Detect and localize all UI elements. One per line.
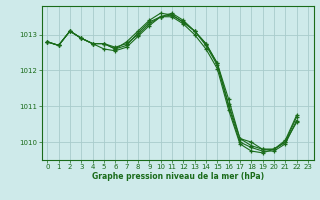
X-axis label: Graphe pression niveau de la mer (hPa): Graphe pression niveau de la mer (hPa) <box>92 172 264 181</box>
